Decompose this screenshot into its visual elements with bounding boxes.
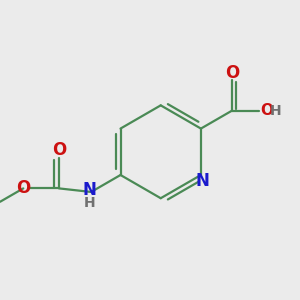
Text: N: N [196, 172, 210, 190]
Text: N: N [82, 181, 96, 199]
Text: O: O [260, 103, 273, 118]
Text: O: O [225, 64, 239, 82]
Text: H: H [83, 196, 95, 210]
Text: O: O [16, 179, 30, 197]
Text: O: O [52, 141, 66, 159]
Text: H: H [269, 104, 281, 118]
